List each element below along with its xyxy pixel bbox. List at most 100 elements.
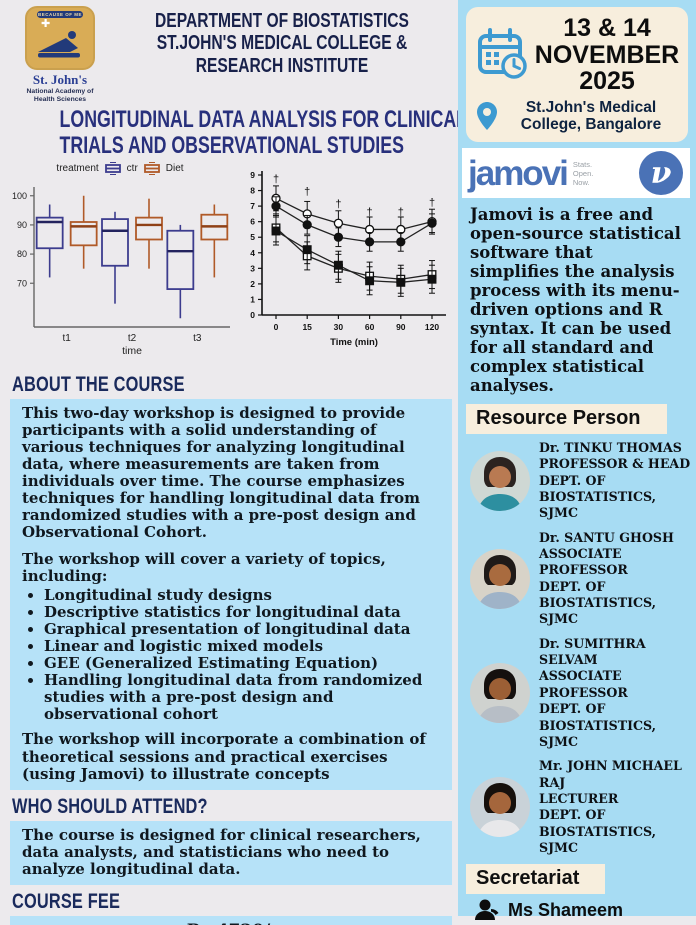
resource-person-title-line: DEPT. OF BIOSTATISTICS, <box>539 472 657 504</box>
sidebar: 13 & 14 NOVEMBER 2025 St.John's Medical … <box>458 0 696 921</box>
boxplot-glyph-ctr-icon <box>104 162 121 176</box>
department-line-1: DEPARTMENT OF BIOSTATISTICS <box>155 10 409 32</box>
topic-item: Graphical presentation of longitudinal d… <box>44 620 442 638</box>
logo-arc-text: BECAUSE OF ME <box>37 11 83 18</box>
dagger-annotation: † <box>398 206 404 218</box>
svg-text:t2: t2 <box>128 333 137 344</box>
event-date-card: 13 & 14 NOVEMBER 2025 St.John's Medical … <box>466 7 688 143</box>
logo-figure <box>38 31 80 58</box>
svg-text:30: 30 <box>334 322 344 332</box>
department-header: DEPARTMENT OF BIOSTATISTICS ST.JOHN'S ME… <box>112 4 452 105</box>
event-venue: St.John's Medical College, Bangalore <box>520 98 662 134</box>
secretariat-heading: Secretariat <box>466 864 606 895</box>
jamovi-logo: jamovi Stats. Open. Now. ν <box>462 148 690 199</box>
logo-subtitle-1: National Academy of <box>26 88 94 95</box>
resource-person-title-line: SJMC <box>539 840 579 856</box>
resource-person-photo <box>470 777 530 838</box>
who-body: The course is designed for clinical rese… <box>22 825 421 878</box>
resource-person-details: Dr. SANTU GHOSH ASSOCIATE PROFESSOR DEPT. … <box>539 530 692 628</box>
svg-text:t1: t1 <box>62 333 71 344</box>
topic-item: Handling longitudinal data from randomiz… <box>44 672 442 723</box>
resource-person-title-line: DEPT. OF BIOSTATISTICS, <box>539 578 657 611</box>
resource-person-name: Dr. TINKU THOMAS <box>539 439 682 455</box>
legend-label-ctr: ctr <box>126 163 138 175</box>
svg-text:90: 90 <box>17 220 27 230</box>
resource-person-details: Dr. SUMITHRA SELVAM ASSOCIATE PROFESSOR DE… <box>539 636 692 751</box>
resource-person-details: Mr. JOHN MICHAEL RAJ LECTURER DEPT. OF BIO… <box>539 758 692 856</box>
st-johns-emblem: BECAUSE OF ME ✚ <box>25 6 95 70</box>
resource-person-title-line: DEPT. OF BIOSTATISTICS, <box>539 701 657 733</box>
svg-text:120: 120 <box>425 322 439 332</box>
page-title: LONGITUDINAL DATA ANALYSIS FOR CLINICAL … <box>0 105 468 159</box>
calendar-clock-icon <box>478 27 527 79</box>
who-heading: WHO SHOULD ATTEND? <box>12 794 208 818</box>
svg-text:4: 4 <box>250 248 255 258</box>
resource-person-details: Dr. TINKU THOMAS PROFESSOR & HEAD DEPT. OF… <box>539 440 692 522</box>
svg-text:0: 0 <box>250 310 255 320</box>
dagger-annotation: † <box>304 186 310 198</box>
event-date-month: NOVEMBER <box>534 40 680 69</box>
event-date-year: 2025 <box>579 67 635 95</box>
svg-text:2: 2 <box>250 279 255 289</box>
resource-person-title-line: LECTURER <box>539 791 619 806</box>
jamovi-wordmark: jamovi <box>468 153 569 193</box>
main-content: BECAUSE OF ME ✚ St. John's National Acad… <box>0 0 458 925</box>
resource-person-title-line: SJMC <box>539 611 579 627</box>
resource-person-title-line: PROFESSOR & HEAD <box>539 456 691 472</box>
about-paragraph: This two-day workshop is designed to pro… <box>22 403 421 542</box>
logo-name: St. John's <box>32 72 88 87</box>
resource-person-photo <box>470 548 530 609</box>
resource-person-title-line: DEPT. OF BIOSTATISTICS, <box>539 807 657 839</box>
dagger-annotation: † <box>273 173 279 185</box>
topic-item: Linear and logistic mixed models <box>44 637 442 655</box>
svg-text:5: 5 <box>250 232 255 242</box>
title-line-2: TRIALS AND OBSERVATIONAL STUDIES <box>59 131 404 159</box>
resource-person-row: Dr. SANTU GHOSH ASSOCIATE PROFESSOR DEPT. … <box>458 526 696 632</box>
cross-icon: ✚ <box>41 18 51 30</box>
boxplot-chart: treatment ctr Diet <box>4 161 236 368</box>
resource-person-list: Dr. TINKU THOMAS PROFESSOR & HEAD DEPT. OF… <box>458 436 696 861</box>
event-date-days: 13 & 14 <box>563 14 651 42</box>
resource-person-row: Mr. JOHN MICHAEL RAJ LECTURER DEPT. OF BIO… <box>458 754 696 860</box>
svg-text:3: 3 <box>250 263 255 273</box>
svg-text:60: 60 <box>365 322 375 332</box>
about-heading: ABOUT THE COURSE <box>12 372 185 396</box>
topic-item: GEE (Generalized Estimating Equation) <box>44 654 442 672</box>
fee-box: Rs:4720/- (4000/- (Course fee)+ 720 (18%… <box>10 916 452 925</box>
resource-person-name: Dr. SANTU GHOSH <box>539 529 674 545</box>
svg-text:time: time <box>122 345 142 357</box>
resource-person-title-line: ASSOCIATE PROFESSOR <box>539 668 628 700</box>
svg-text:100: 100 <box>12 191 27 201</box>
dagger-annotation: † <box>429 197 435 209</box>
jamovi-description: Jamovi is a free and open-source statist… <box>470 205 681 395</box>
resource-person-row: Dr. SUMITHRA SELVAM ASSOCIATE PROFESSOR DE… <box>458 632 696 755</box>
svg-text:7: 7 <box>250 201 255 211</box>
dagger-annotation: † <box>367 206 373 218</box>
secretariat-contact: Ms Shameem <box>458 896 696 924</box>
title-line-1: LONGITUDINAL DATA ANALYSIS FOR CLINICAL <box>59 105 468 133</box>
jamovi-tagline: Stats. Open. Now. <box>572 159 594 187</box>
who-box: The course is designed for clinical rese… <box>10 820 452 886</box>
charts-row: treatment ctr Diet <box>0 159 458 368</box>
topics-intro: The workshop will cover a variety of top… <box>22 549 386 585</box>
svg-text:6: 6 <box>250 216 255 226</box>
location-pin-icon <box>477 102 497 131</box>
resource-person-name: Dr. SUMITHRA SELVAM <box>539 635 646 668</box>
department-line-3: RESEARCH INSTITUTE <box>195 54 369 77</box>
svg-text:70: 70 <box>17 278 27 288</box>
jamovi-circle-icon: ν <box>639 151 683 196</box>
svg-text:90: 90 <box>396 322 406 332</box>
svg-text:t3: t3 <box>193 333 202 344</box>
svg-text:9: 9 <box>250 170 255 180</box>
secretariat-name: Ms Shameem <box>508 899 624 920</box>
person-icon <box>475 899 499 921</box>
boxplot-glyph-diet-icon <box>143 162 160 176</box>
resource-person-name: Mr. JOHN MICHAEL RAJ <box>539 758 682 790</box>
svg-text:0: 0 <box>274 322 279 332</box>
resource-person-title-line: ASSOCIATE PROFESSOR <box>539 545 628 578</box>
line-chart: 0 1 2 3 4 5 6 7 8 9 0 15 30 60 90 120 Time (min) † † † † † † <box>236 163 456 368</box>
poster-header: BECAUSE OF ME ✚ St. John's National Acad… <box>0 0 458 105</box>
legend-label-diet: Diet <box>165 163 184 175</box>
